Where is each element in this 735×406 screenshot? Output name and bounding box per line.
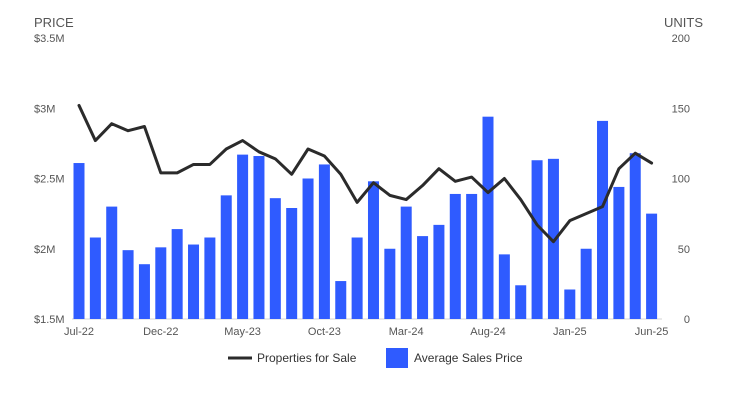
price-bar [89, 237, 101, 319]
legend: Properties for Sale Average Sales Price [228, 348, 523, 368]
right-tick-label: 50 [678, 244, 690, 256]
left-tick-label: $3.5M [34, 33, 65, 45]
x-axis-ticks: Jul-22 Dec-22 May-23 Oct-23 Mar-24 Aug-24 Jan-… [64, 326, 668, 338]
x-tick-label: Jul-22 [64, 326, 94, 338]
right-tick-label: 100 [672, 174, 690, 186]
price-bar [613, 186, 625, 319]
price-bar [302, 178, 314, 319]
price-bar [188, 244, 200, 319]
price-bar [515, 285, 527, 319]
x-tick-label: Dec-22 [143, 326, 178, 338]
price-bar [318, 164, 330, 319]
price-bar [122, 250, 134, 319]
price-bar [367, 181, 379, 319]
price-bar [171, 229, 183, 319]
price-bar [597, 120, 609, 320]
price-bar [531, 160, 543, 319]
right-axis-ticks: 200 150 100 50 0 [672, 33, 690, 326]
left-tick-label: $2M [34, 244, 55, 256]
right-tick-label: 200 [672, 33, 690, 45]
price-bar [466, 193, 478, 319]
right-tick-label: 0 [684, 314, 690, 326]
price-bar [629, 153, 641, 319]
price-bar [498, 254, 510, 319]
price-bar [155, 247, 167, 319]
left-tick-label: $2.5M [34, 174, 65, 186]
x-tick-label: Oct-23 [308, 326, 341, 338]
price-bar [580, 248, 592, 319]
price-bar [646, 213, 658, 320]
price-bar [138, 264, 150, 319]
average-sales-price-bars [73, 116, 658, 320]
price-bar [220, 195, 232, 319]
price-bar [400, 206, 412, 319]
price-bar [384, 248, 396, 319]
left-axis-title: PRICE [34, 15, 74, 30]
price-bar [482, 116, 494, 320]
price-bar [286, 208, 298, 319]
left-axis-ticks: $3.5M $3M $2.5M $2M $1.5M [34, 33, 65, 326]
price-bar [269, 198, 281, 319]
price-bar [253, 156, 265, 319]
x-tick-label: May-23 [224, 326, 261, 338]
price-bar [204, 237, 216, 319]
x-tick-label: Jan-25 [553, 326, 587, 338]
price-bar [547, 158, 559, 319]
right-tick-label: 150 [672, 103, 690, 115]
left-tick-label: $1.5M [34, 314, 65, 326]
price-bar [335, 281, 347, 319]
legend-square-marker [386, 348, 408, 368]
legend-label-avg-price: Average Sales Price [414, 351, 523, 365]
properties-for-sale-line [77, 103, 654, 244]
price-bar [449, 193, 461, 319]
price-bar [73, 163, 85, 319]
legend-label-properties: Properties for Sale [257, 351, 357, 365]
x-tick-label: Mar-24 [389, 326, 424, 338]
x-tick-label: Jun-25 [635, 326, 669, 338]
price-bar [417, 236, 429, 319]
price-bar [106, 206, 118, 319]
price-bar [433, 224, 445, 319]
x-tick-label: Aug-24 [470, 326, 505, 338]
left-tick-label: $3M [34, 103, 55, 115]
price-bar [564, 289, 576, 319]
right-axis-title: UNITS [664, 15, 703, 30]
price-bar [351, 237, 363, 319]
price-bar [237, 154, 249, 319]
